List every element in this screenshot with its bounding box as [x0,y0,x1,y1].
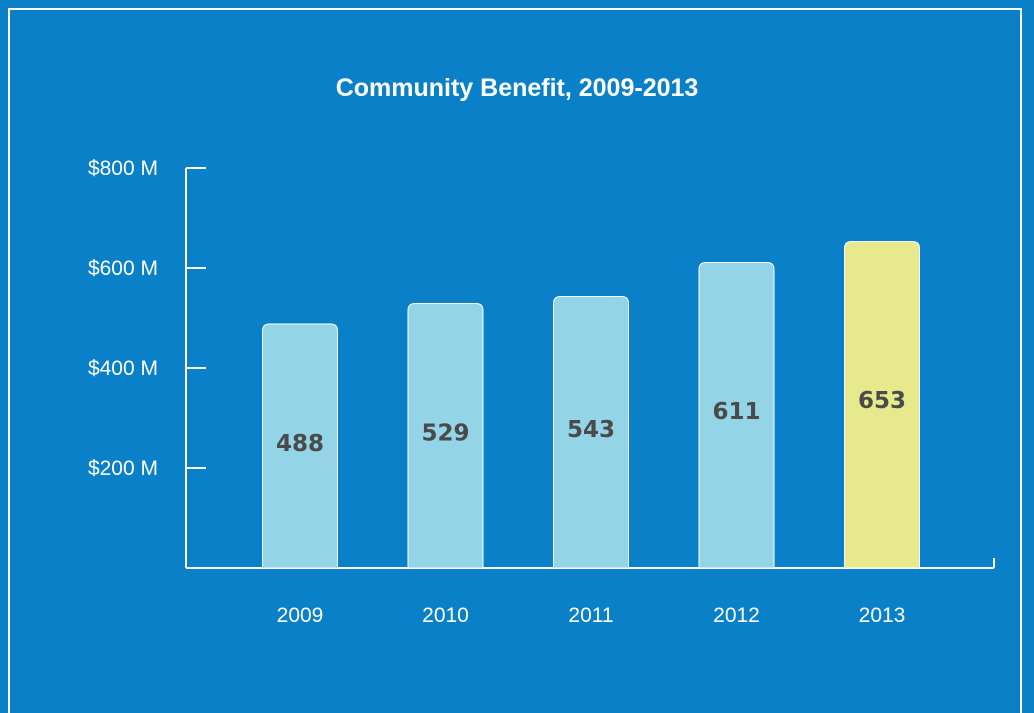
x-tick-label: 2012 [713,604,760,627]
chart-frame [8,8,1022,713]
bar [698,262,775,569]
y-tick-label: $200 M [88,457,158,480]
chart-title: Community Benefit, 2009-2013 [335,74,699,102]
x-axis-ticks: 2009 2010 2011 2012 2013 [277,604,906,627]
y-axis-ticks: $200 M $400 M $600 M $800 M [88,157,206,480]
bar [844,241,920,569]
x-tick-label: 2010 [422,604,469,627]
x-tick-label: 2009 [277,604,324,627]
bars [262,241,920,569]
data-label: 653 [858,388,906,414]
data-labels: 488 529 543 611 653 [276,388,906,457]
data-label: 543 [567,417,615,443]
data-label: 529 [421,420,469,446]
data-label: 611 [712,399,760,425]
y-tick-label: $600 M [88,257,158,280]
x-tick-label: 2011 [568,604,613,627]
y-tick-label: $400 M [88,357,158,380]
bar [407,303,484,569]
bar [262,323,338,569]
x-tick-label: 2013 [859,604,906,627]
bar [553,296,629,569]
y-tick-label: $800 M [88,157,158,180]
data-label: 488 [276,431,324,457]
